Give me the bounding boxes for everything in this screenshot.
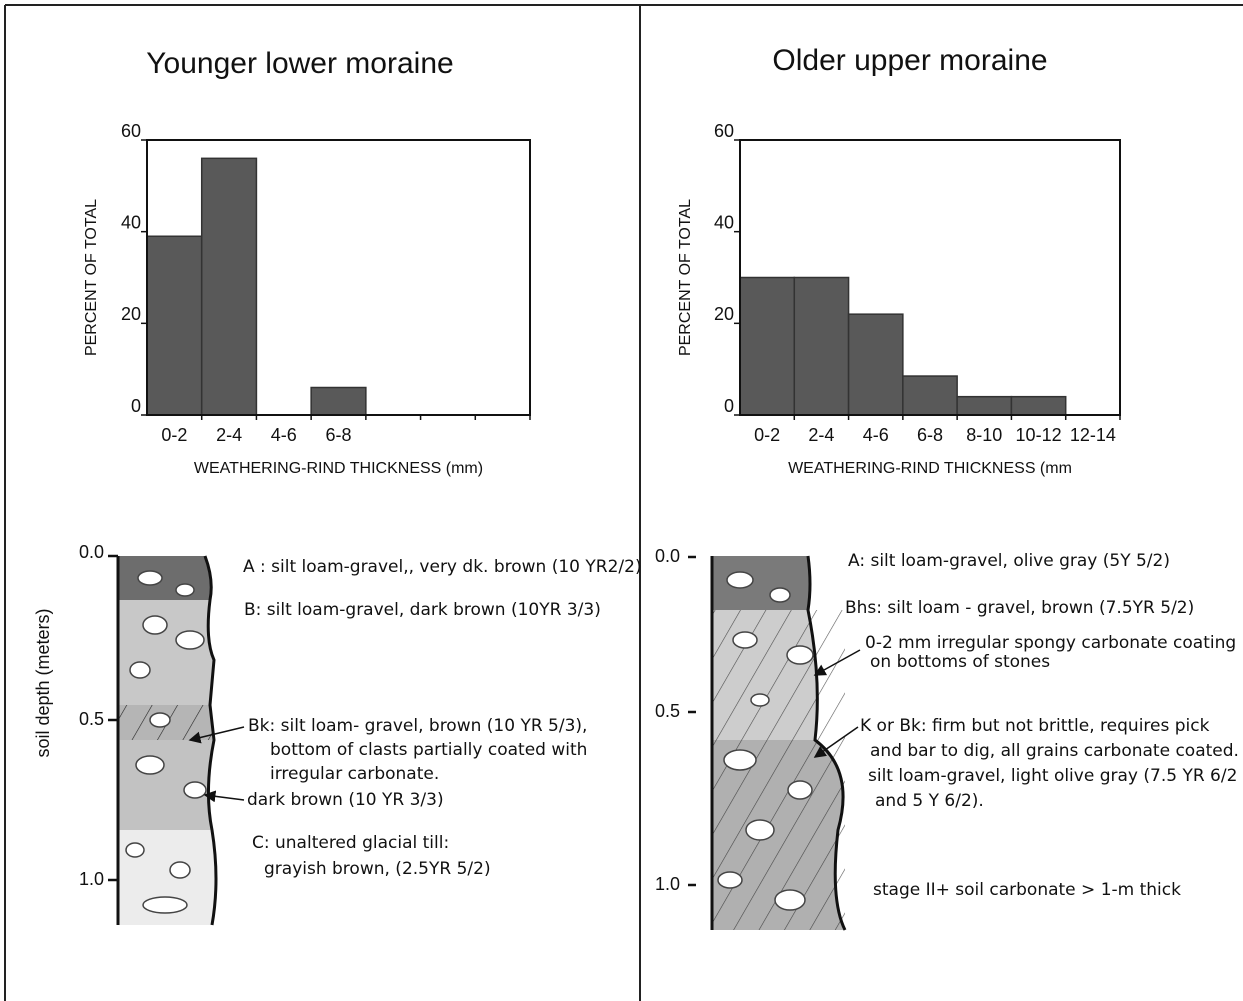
- depth-label: 1.0: [655, 874, 680, 894]
- bar: [1010, 395, 1067, 416]
- annotation: Bhs: silt loam - gravel, brown (7.5YR 5/…: [845, 598, 1194, 618]
- x-tick-label: 6-8: [325, 425, 351, 445]
- y-tick-label: 0: [724, 396, 734, 416]
- y-tick-label: 40: [121, 212, 141, 232]
- y-tick-label: 40: [714, 212, 734, 232]
- bar: [310, 386, 367, 416]
- frame: [4, 4, 1243, 1001]
- x-tick-label: 0-2: [754, 425, 780, 445]
- annotation: on bottoms of stones: [870, 652, 1050, 672]
- annotation: K or Bk: firm but not brittle, requires …: [860, 716, 1210, 736]
- annotation: grayish brown, (2.5YR 5/2): [264, 859, 491, 879]
- x-tick-label: 12-14: [1070, 425, 1116, 445]
- depth-label: 0.0: [655, 546, 680, 566]
- plot-frame: [739, 139, 1121, 416]
- chart-title: Older upper moraine: [772, 44, 1047, 77]
- y-tick-label: 20: [121, 304, 141, 324]
- annotation: A: silt loam-gravel, olive gray (5Y 5/2): [848, 551, 1170, 571]
- bar: [902, 375, 958, 416]
- x-tick-label: 4-6: [271, 425, 297, 445]
- x-tick-label: 8-10: [966, 425, 1002, 445]
- chart-title: Younger lower moraine: [146, 47, 453, 80]
- depth-label: 0.5: [655, 701, 680, 721]
- y-axis-label: PERCENT OF TOTAL: [83, 199, 100, 356]
- depth-label: 1.0: [79, 869, 104, 889]
- depth-label: 0.0: [79, 542, 104, 562]
- annotation: Bk: silt loam- gravel, brown (10 YR 5/3)…: [248, 716, 587, 736]
- annotation: and 5 Y 6/2).: [875, 791, 984, 811]
- x-tick-label: 10-12: [1016, 425, 1062, 445]
- plot-frame: [146, 139, 531, 416]
- annotation: bottom of clasts partially coated with: [270, 740, 587, 760]
- annotation: silt loam-gravel, light olive gray (7.5 …: [868, 766, 1237, 786]
- y-tick-label: 60: [714, 121, 734, 141]
- bar: [956, 395, 1013, 416]
- y-tick-label: 0: [131, 396, 141, 416]
- depth-axis-label: soil depth (meters): [33, 608, 53, 757]
- y-tick-label: 20: [714, 304, 734, 324]
- annotation: irregular carbonate.: [270, 764, 439, 784]
- x-tick-label: 0-2: [161, 425, 187, 445]
- x-axis-label: WEATHERING-RIND THICKNESS (mm): [194, 460, 483, 477]
- bar: [739, 276, 796, 416]
- annotation: B: silt loam-gravel, dark brown (10YR 3/…: [244, 600, 601, 620]
- soil-profile: [688, 555, 861, 931]
- bar: [146, 235, 203, 416]
- depth-label: 0.5: [79, 709, 104, 729]
- annotation: stage II+ soil carbonate > 1-m thick: [873, 880, 1181, 900]
- soil-profile: [108, 554, 245, 926]
- x-tick-label: 4-6: [863, 425, 889, 445]
- x-tick-label: 2-4: [216, 425, 242, 445]
- y-axis-label: PERCENT OF TOTAL: [677, 199, 694, 356]
- annotation: 0-2 mm irregular spongy carbonate coatin…: [865, 633, 1236, 653]
- annotation: and bar to dig, all grains carbonate coa…: [870, 741, 1239, 761]
- x-tick-label: 6-8: [917, 425, 943, 445]
- bar: [200, 157, 258, 416]
- x-axis-label: WEATHERING-RIND THICKNESS (mm: [788, 460, 1072, 477]
- x-tick-label: 2-4: [808, 425, 834, 445]
- bar: [847, 313, 904, 416]
- y-tick-label: 60: [121, 121, 141, 141]
- annotation: dark brown (10 YR 3/3): [247, 790, 444, 810]
- annotation: A : silt loam-gravel,, very dk. brown (1…: [243, 557, 642, 577]
- annotation: C: unaltered glacial till:: [252, 833, 449, 853]
- bar: [793, 276, 850, 416]
